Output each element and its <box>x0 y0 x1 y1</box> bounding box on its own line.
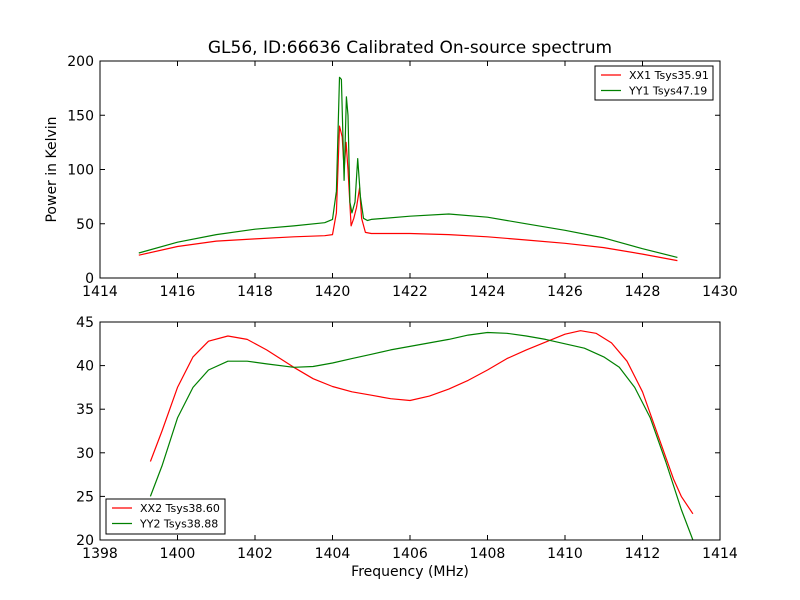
y-tick-label: 100 <box>67 163 94 179</box>
legend: XX2 Tsys38.60 YY2 Tsys38.88 <box>105 498 226 535</box>
x-tick-label: 1416 <box>160 284 196 300</box>
series-line-0-1 <box>138 76 678 258</box>
legend-label: XX2 Tsys38.60 <box>140 502 220 515</box>
x-tick-label: 1418 <box>237 284 273 300</box>
legend-label: YY2 Tsys38.88 <box>139 518 218 531</box>
legend-box <box>594 65 714 101</box>
x-tick-label: 1410 <box>547 546 583 562</box>
y-tick-label: 40 <box>76 359 94 375</box>
x-tick-label: 1400 <box>160 546 196 562</box>
y-axis-label: Power in Kelvin <box>44 116 60 222</box>
y-tick-label: 20 <box>76 533 94 549</box>
y-tick-label: 0 <box>85 271 94 287</box>
y-tick-label: 25 <box>76 489 94 505</box>
top-panel: 1414 1416 1418 1420 1422 1424 1426 1428 1430 0 50 1… <box>44 54 738 300</box>
series-line-1-0 <box>149 330 694 515</box>
y-tick-label: 50 <box>76 217 94 233</box>
y-tick-label: 30 <box>76 446 94 462</box>
x-axis-label: Frequency (MHz) <box>351 564 469 580</box>
series-line-0-0 <box>138 125 678 262</box>
x-tick-label: 1414 <box>702 546 738 562</box>
legend-label: XX1 Tsys35.91 <box>629 69 709 82</box>
bottom-panel: 1398 1400 1402 1404 1406 1408 1410 1412 1414 20 25… <box>76 315 738 580</box>
legend-box <box>105 498 226 535</box>
x-tick-label: 1414 <box>82 284 118 300</box>
x-tick-label: 1430 <box>702 284 738 300</box>
x-tick-label: 1412 <box>625 546 661 562</box>
x-tick-label: 1428 <box>625 284 661 300</box>
x-tick-label: 1402 <box>237 546 273 562</box>
y-tick-label: 200 <box>67 54 94 70</box>
x-tick-label: 1420 <box>315 284 351 300</box>
y-tick-label: 35 <box>76 402 94 418</box>
x-tick-label: 1404 <box>315 546 351 562</box>
x-tick-label: 1424 <box>470 284 506 300</box>
y-tick-label: 150 <box>67 108 94 124</box>
x-tick-label: 1426 <box>547 284 583 300</box>
chart-title: GL56, ID:66636 Calibrated On-source spec… <box>208 38 612 58</box>
series-line-1-1 <box>149 331 694 541</box>
x-tick-label: 1422 <box>392 284 428 300</box>
x-tick-label: 1408 <box>470 546 506 562</box>
x-tick-label: 1406 <box>392 546 428 562</box>
legend-label: YY1 Tsys47.19 <box>628 85 707 98</box>
legend: XX1 Tsys35.91 YY1 Tsys47.19 <box>594 65 714 101</box>
x-tick-label: 1398 <box>82 546 118 562</box>
y-tick-label: 45 <box>76 315 94 331</box>
